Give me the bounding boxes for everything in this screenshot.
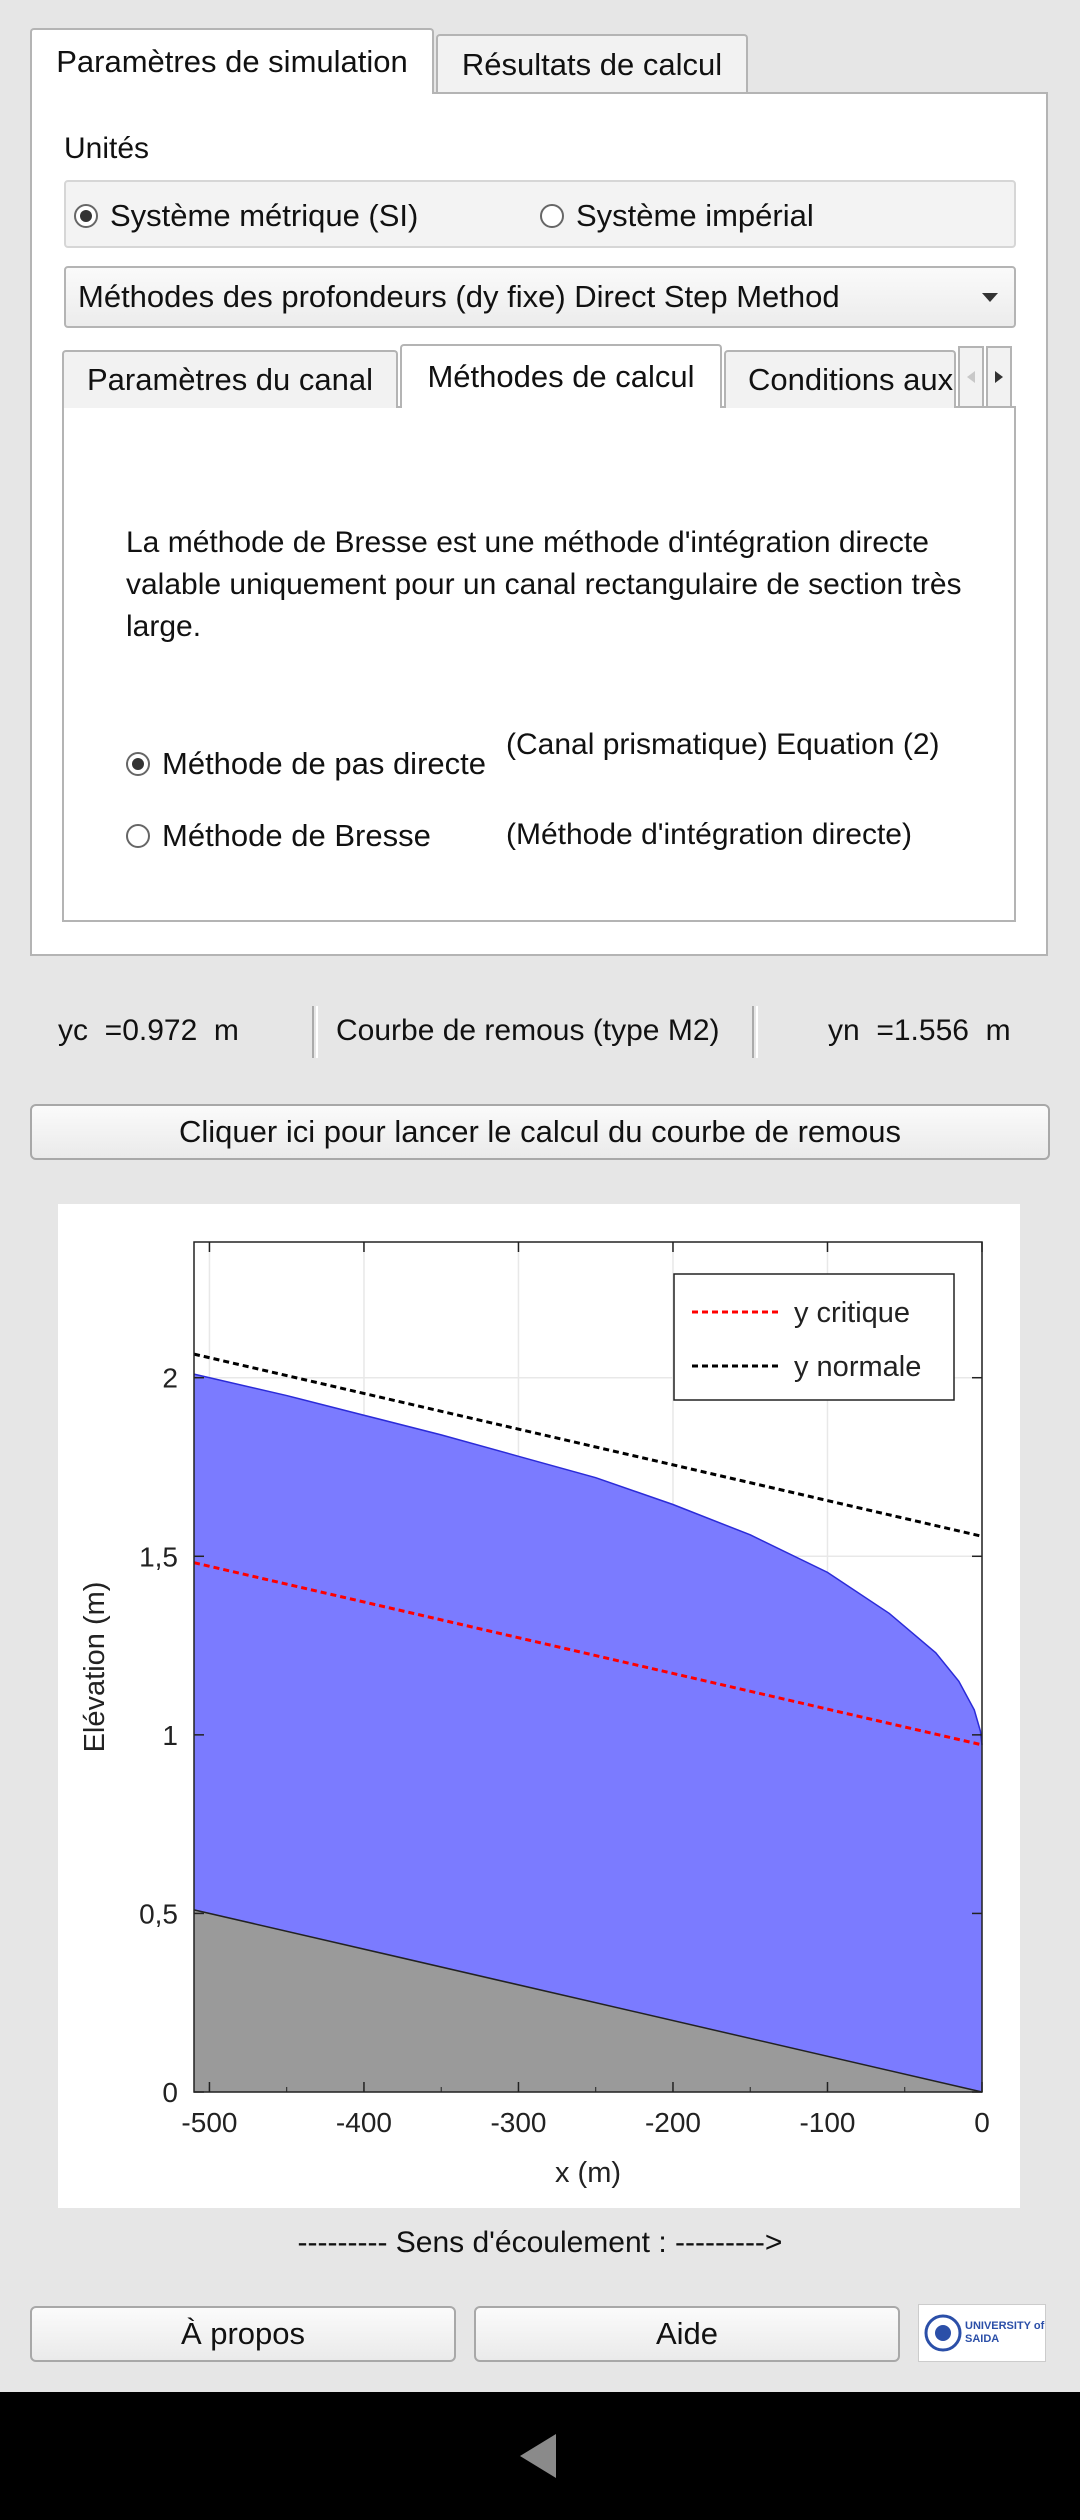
radio-imperial-label: Système impérial bbox=[576, 198, 814, 233]
x-tick-label: -100 bbox=[799, 2107, 855, 2138]
legend-box bbox=[673, 1273, 955, 1401]
backwater-chart: -500 -400 -300 -200 -100 0 0 0,5 1 1,5 2 x (m) Eléva… bbox=[58, 1204, 1020, 2208]
about-label: À propos bbox=[180, 2316, 306, 2351]
subtab-calculation-methods[interactable]: Méthodes de calcul bbox=[400, 344, 722, 408]
y-tick-label: 0,5 bbox=[139, 1898, 178, 1929]
help-label: Aide bbox=[655, 2316, 719, 2351]
radio-selected-icon bbox=[74, 204, 98, 228]
y-tick-label: 2 bbox=[162, 1363, 178, 1394]
arrow-left-icon bbox=[967, 371, 975, 383]
tab-calculation-results[interactable]: Résultats de calcul bbox=[436, 34, 748, 94]
radio-unselected-icon bbox=[540, 204, 564, 228]
plot-frame bbox=[193, 1241, 983, 2093]
subtab-label: Méthodes de calcul bbox=[427, 359, 695, 394]
radio-bresse-label: Méthode de Bresse bbox=[162, 818, 431, 853]
y-tick-label: 0 bbox=[162, 2077, 178, 2108]
x-tick-label: -200 bbox=[645, 2107, 701, 2138]
subtab-channel-parameters[interactable]: Paramètres du canal bbox=[62, 350, 398, 408]
x-tick-label: -500 bbox=[181, 2107, 237, 2138]
critical-depth-readout: yc =0.972 m bbox=[58, 1014, 239, 1047]
back-icon[interactable] bbox=[0, 2392, 1080, 2520]
channel-bed-line bbox=[193, 1909, 983, 2093]
tab-simulation-parameters[interactable]: Paramètres de simulation bbox=[30, 28, 434, 94]
run-calculation-label: Cliquer ici pour lancer le calcul du cou… bbox=[179, 1114, 901, 1149]
legend-label: y normale bbox=[794, 1351, 921, 1383]
direct-step-note: (Canal prismatique) Equation (2) bbox=[506, 728, 940, 761]
tab-scroll-left-button[interactable] bbox=[958, 346, 984, 408]
about-button[interactable]: À propos bbox=[30, 2306, 456, 2362]
radio-direct-step[interactable]: Méthode de pas directe bbox=[126, 746, 486, 782]
curve-type-readout: Courbe de remous (type M2) bbox=[336, 1014, 720, 1047]
water-area bbox=[194, 1374, 982, 2092]
method-select-value: Méthodes des profondeurs (dy fixe) Direc… bbox=[78, 279, 840, 314]
water-surface-line bbox=[193, 1373, 983, 1745]
run-calculation-button[interactable]: Cliquer ici pour lancer le calcul du cou… bbox=[30, 1104, 1050, 1160]
normal-depth-line bbox=[193, 1352, 983, 1538]
arrow-right-icon bbox=[995, 371, 1003, 383]
divider bbox=[312, 1006, 318, 1058]
y-tick-label: 1 bbox=[162, 1720, 178, 1751]
subtab-label: Conditions aux bbox=[748, 362, 954, 397]
method-select[interactable]: Méthodes des profondeurs (dy fixe) Direc… bbox=[64, 266, 1016, 328]
radio-unselected-icon bbox=[126, 824, 150, 848]
x-tick-label: -400 bbox=[336, 2107, 392, 2138]
university-logo: UNIVERSITY of SAIDA bbox=[918, 2304, 1046, 2362]
radio-bresse[interactable]: Méthode de Bresse bbox=[126, 818, 431, 854]
x-tick-label: -300 bbox=[490, 2107, 546, 2138]
subtab-boundary-conditions[interactable]: Conditions aux bbox=[724, 350, 956, 408]
y-tick-label: 1,5 bbox=[139, 1541, 178, 1572]
tab-label: Paramètres de simulation bbox=[56, 44, 408, 79]
radio-imperial[interactable]: Système impérial bbox=[540, 198, 814, 234]
tab-scroll-right-button[interactable] bbox=[986, 346, 1012, 408]
units-radio-group: Système métrique (SI) Système impérial bbox=[64, 180, 1016, 248]
bresse-note: (Méthode d'intégration directe) bbox=[506, 818, 912, 851]
system-navigation-bar bbox=[0, 2392, 1080, 2520]
radio-selected-icon bbox=[126, 752, 150, 776]
chevron-down-icon bbox=[982, 293, 998, 302]
y-axis-label: Elévation (m) bbox=[79, 1582, 111, 1753]
radio-metric[interactable]: Système métrique (SI) bbox=[74, 198, 418, 234]
method-description: La méthode de Bresse est une méthode d'i… bbox=[126, 526, 962, 643]
methods-panel bbox=[62, 406, 1016, 922]
units-title: Unités bbox=[64, 132, 150, 165]
flow-direction-label: --------- Sens d'écoulement : ---------> bbox=[297, 2226, 783, 2259]
normal-depth-readout: yn =1.556 m bbox=[828, 1014, 1011, 1047]
help-button[interactable]: Aide bbox=[474, 2306, 900, 2362]
subtab-label: Paramètres du canal bbox=[86, 362, 374, 397]
chart-svg: -500 -400 -300 -200 -100 0 0 0,5 1 1,5 2 x (m) Eléva… bbox=[79, 1241, 990, 2189]
radio-metric-label: Système métrique (SI) bbox=[110, 198, 419, 233]
university-seal-icon bbox=[924, 2314, 962, 2352]
tab-label: Résultats de calcul bbox=[461, 47, 723, 82]
legend-label: y critique bbox=[794, 1297, 910, 1329]
critical-depth-line bbox=[193, 1561, 983, 1747]
radio-direct-step-label: Méthode de pas directe bbox=[162, 746, 486, 781]
x-axis-label: x (m) bbox=[555, 2157, 621, 2189]
x-tick-label: 0 bbox=[974, 2107, 990, 2138]
divider bbox=[752, 1006, 758, 1058]
university-logo-text: UNIVERSITY of SAIDA bbox=[965, 2320, 1045, 2345]
